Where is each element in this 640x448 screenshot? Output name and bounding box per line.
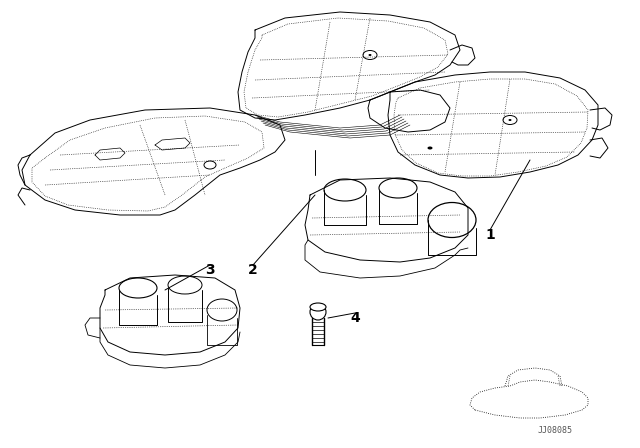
Ellipse shape (369, 54, 371, 56)
Text: 4: 4 (350, 311, 360, 325)
Ellipse shape (310, 303, 326, 311)
Ellipse shape (428, 146, 433, 150)
Text: 2: 2 (248, 263, 258, 277)
Ellipse shape (509, 119, 511, 121)
Text: 3: 3 (205, 263, 215, 277)
Text: 1: 1 (485, 228, 495, 242)
Text: JJ08085: JJ08085 (538, 426, 573, 435)
